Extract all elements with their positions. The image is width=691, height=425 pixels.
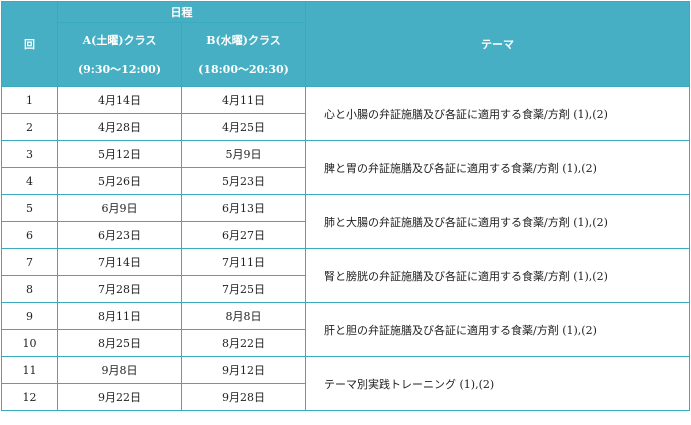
table-row: 2 4月28日 4月25日 [1,113,690,141]
class-b-time: (18:00～20:30) [198,62,289,76]
row-number: 2 [1,113,58,141]
class-a-date: 7月14日 [57,248,182,276]
class-a-date: 6月23日 [57,221,182,249]
row-number: 7 [1,248,58,276]
class-a-time: (9:30～12:00) [77,62,162,76]
schedule-table: 回 日程 テーマ A(土曜)クラス (9:30～12:00) B(水曜)クラス … [1,1,690,411]
row-number: 1 [1,86,58,114]
row-number: 4 [1,167,58,195]
header-class-a: A(土曜)クラス (9:30～12:00) [57,22,182,87]
class-b-date: 6月27日 [181,221,306,249]
theme-cell: 肝と胆の弁証施膳及び各証に適用する食薬/方剤 (1),(2) [305,302,690,357]
class-b-date: 8月22日 [181,329,306,357]
row-number: 9 [1,302,58,330]
row-number: 3 [1,140,58,168]
header-row-sub: A(土曜)クラス (9:30～12:00) B(水曜)クラス (18:00～20… [2,22,690,87]
class-b-date: 7月11日 [181,248,306,276]
class-a-date: 6月9日 [57,194,182,222]
theme-cell: テーマ別実践トレーニング (1),(2) [305,356,690,411]
row-number: 12 [1,383,58,411]
class-b-date: 4月25日 [181,113,306,141]
header-class-b: B(水曜)クラス (18:00～20:30) [181,22,306,87]
class-a-label: A(土曜)クラス [82,33,157,47]
class-a-date: 8月25日 [57,329,182,357]
row-number: 8 [1,275,58,303]
class-a-date: 4月28日 [57,113,182,141]
table-row: 9 8月11日 8月8日 肝と胆の弁証施膳及び各証に適用する食薬/方剤 (1),… [1,302,690,357]
row-number: 5 [1,194,58,222]
theme-cell: 腎と膀胱の弁証施膳及び各証に適用する食薬/方剤 (1),(2) [305,248,690,303]
header-theme: テーマ [305,1,690,87]
class-a-date: 8月11日 [57,302,182,330]
class-a-date: 7月28日 [57,275,182,303]
class-b-date: 5月9日 [181,140,306,168]
class-b-date: 4月11日 [181,86,306,114]
table-row: 11 9月8日 9月12日 テーマ別実践トレーニング (1),(2) [1,356,690,411]
class-a-date: 9月8日 [57,356,182,384]
table-row: 7 7月14日 7月11日 腎と膀胱の弁証施膳及び各証に適用する食薬/方剤 (1… [1,248,690,303]
table-row: 3 5月12日 5月9日 脾と胃の弁証施膳及び各証に適用する食薬/方剤 (1),… [1,140,690,195]
class-a-date: 5月26日 [57,167,182,195]
row-number: 11 [1,356,58,384]
table-row: 12 9月22日 9月28日 [1,383,690,411]
class-b-date: 9月12日 [181,356,306,384]
theme-cell: 脾と胃の弁証施膳及び各証に適用する食薬/方剤 (1),(2) [305,140,690,195]
class-b-date: 5月23日 [181,167,306,195]
row-number: 6 [1,221,58,249]
header-row-top: 回 日程 テーマ [1,1,690,87]
class-a-date: 4月14日 [57,86,182,114]
class-b-date: 7月25日 [181,275,306,303]
class-a-date: 9月22日 [57,383,182,411]
header-schedule: 日程 [57,1,306,23]
theme-cell: 肺と大腸の弁証施膳及び各証に適用する食薬/方剤 (1),(2) [305,194,690,249]
class-b-date: 9月28日 [181,383,306,411]
theme-cell: 心と小腸の弁証施膳及び各証に適用する食薬/方剤 (1),(2) [305,86,690,141]
table-row: 5 6月9日 6月13日 肺と大腸の弁証施膳及び各証に適用する食薬/方剤 (1)… [1,194,690,249]
table-row: 1 4月14日 4月11日 心と小腸の弁証施膳及び各証に適用する食薬/方剤 (1… [1,86,690,141]
class-b-date: 6月13日 [181,194,306,222]
row-number: 10 [1,329,58,357]
class-a-date: 5月12日 [57,140,182,168]
class-b-date: 8月8日 [181,302,306,330]
header-number: 回 [1,1,58,87]
class-b-label: B(水曜)クラス [206,33,281,47]
